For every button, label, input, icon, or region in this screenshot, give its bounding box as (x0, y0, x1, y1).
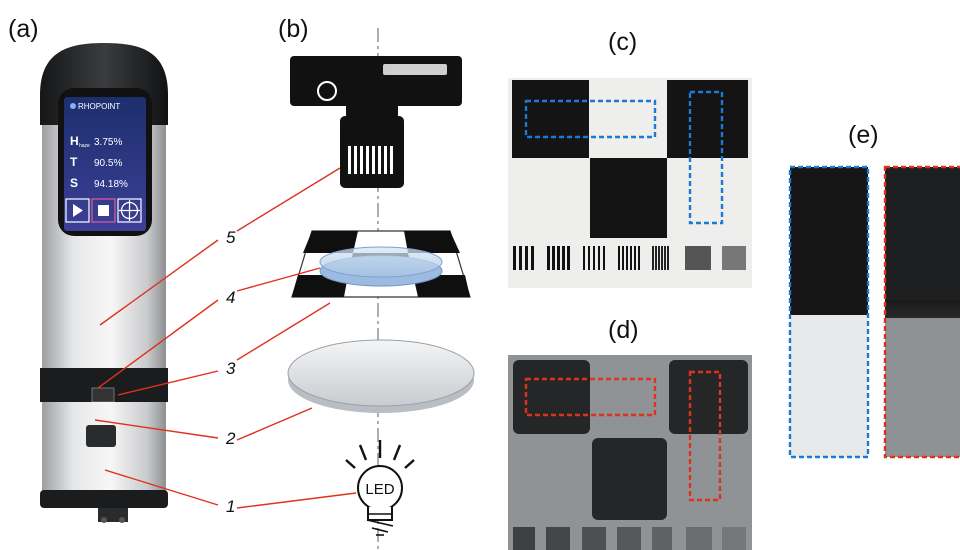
camera (290, 56, 462, 188)
led-label: LED (365, 481, 394, 498)
roi-box-vertical (688, 90, 724, 225)
test-target-with-sample (291, 230, 471, 298)
reading-sharpness: S 94.18% (70, 176, 128, 190)
panel-label-e: (e) (848, 121, 879, 149)
resolution-bars (513, 246, 746, 270)
led-light-icon: LED (345, 440, 415, 536)
callout-1: 1 (226, 497, 235, 516)
zoom-strip-clear (788, 165, 870, 459)
roi-box-horizontal (524, 99, 657, 139)
panel-label-c: (c) (608, 28, 637, 56)
leader-lines (94, 167, 357, 509)
svg-text:90.5%: 90.5% (94, 158, 122, 169)
reading-transmittance: T 90.5% (70, 155, 122, 169)
target-icon[interactable] (117, 198, 142, 223)
device-screen (64, 97, 146, 231)
device-brand: RHOPOINT (78, 102, 120, 111)
hazy-image-panel (508, 355, 752, 550)
svg-text:S: S (70, 176, 78, 190)
roi-box-vertical-hazy (688, 370, 722, 502)
svg-text:T: T (70, 155, 78, 169)
roi-box-horizontal-hazy (524, 377, 657, 417)
resolution-bars-hazy (513, 527, 746, 550)
panel-label-d: (d) (608, 316, 639, 344)
lens-grating (348, 146, 393, 174)
zoom-strip-hazy (883, 165, 960, 459)
callout-5: 5 (226, 228, 236, 247)
callout-3: 3 (226, 359, 236, 378)
callout-2: 2 (225, 429, 236, 448)
stop-icon[interactable] (91, 198, 116, 223)
svg-text:haze: haze (79, 143, 90, 149)
panel-label-b: (b) (278, 15, 309, 43)
haze-meter-device: RHOPOINT H haze 3.75% T 90.5% S 94.18% (40, 43, 168, 523)
clear-image-panel (508, 78, 752, 288)
panel-label-a: (a) (8, 15, 39, 43)
callout-4: 4 (226, 288, 235, 307)
svg-text:94.18%: 94.18% (94, 179, 128, 190)
device-lower-body (42, 402, 166, 504)
svg-text:H: H (70, 134, 79, 148)
svg-text:3.75%: 3.75% (94, 137, 122, 148)
diffuser-disc (287, 339, 475, 413)
reading-haze: H haze 3.75% (70, 134, 122, 149)
play-icon[interactable] (65, 198, 90, 223)
